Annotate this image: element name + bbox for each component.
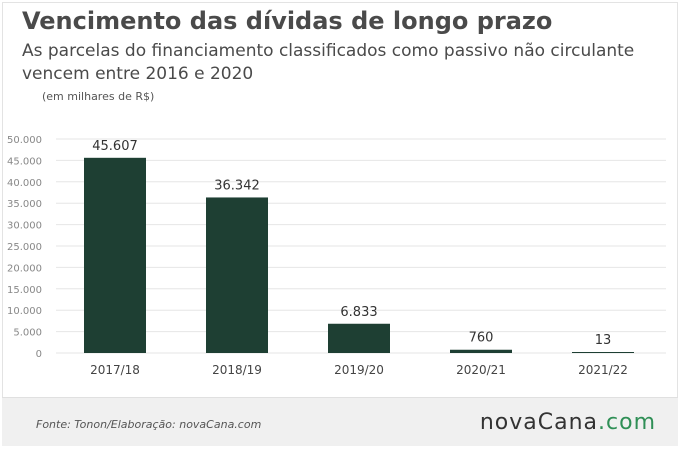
bars (84, 157, 634, 353)
data-label: 36.342 (214, 178, 260, 193)
x-tick-label: 2017/18 (90, 363, 140, 377)
y-tick-label: 30.000 (7, 221, 42, 232)
x-tick-label: 2020/21 (456, 363, 506, 377)
x-tick-label: 2018/19 (212, 363, 262, 377)
bar-chart: 0 5.000 10.000 15.000 20.000 25.000 30.000 35.0… (7, 135, 666, 377)
value-labels: 45.607 36.342 6.833 760 13 (92, 139, 611, 348)
y-tick-label: 10.000 (7, 306, 42, 317)
y-tick-label: 5.000 (13, 328, 42, 339)
x-tick-label: 2021/22 (578, 363, 628, 377)
y-tick-label: 35.000 (7, 199, 42, 210)
unit-note: (em milhares de R$) (42, 90, 155, 103)
y-tick-label: 15.000 (7, 285, 42, 296)
x-tick-label: 2019/20 (334, 363, 384, 377)
y-tick-label: 25.000 (7, 242, 42, 253)
chart-title: Vencimento das dívidas de longo prazo (22, 7, 553, 35)
y-tick-label: 0 (36, 349, 42, 360)
footer-bar: Fonte: Tonon/Elaboração: novaCana.com no… (2, 397, 678, 446)
logo-tld: .com (598, 410, 656, 435)
logo-main: novaCana (479, 410, 599, 435)
data-label: 6.833 (340, 305, 377, 320)
y-tick-label: 20.000 (7, 263, 42, 274)
data-label: 45.607 (92, 139, 138, 154)
bar-2020-21 (450, 349, 512, 353)
bar-2018-19 (206, 197, 268, 353)
chart-subtitle: As parcelas do financiamento classificad… (22, 41, 635, 84)
y-tick-label: 45.000 (7, 156, 42, 167)
data-label: 13 (595, 333, 612, 348)
y-tick-label: 40.000 (7, 178, 42, 189)
source-note: Fonte: Tonon/Elaboração: novaCana.com (36, 418, 262, 431)
y-tick-label: 50.000 (7, 135, 42, 146)
x-axis-ticks: 2017/18 2018/19 2019/20 2020/21 2021/22 (90, 363, 628, 377)
y-axis-ticks: 0 5.000 10.000 15.000 20.000 25.000 30.000 35.0… (7, 135, 42, 360)
bar-2017-18 (84, 157, 146, 353)
data-label: 760 (469, 331, 494, 346)
bar-2021-22 (572, 352, 634, 353)
grid-lines (56, 138, 666, 354)
novacana-logo: novaCana.com (480, 410, 656, 435)
bar-2019-20 (328, 323, 390, 353)
